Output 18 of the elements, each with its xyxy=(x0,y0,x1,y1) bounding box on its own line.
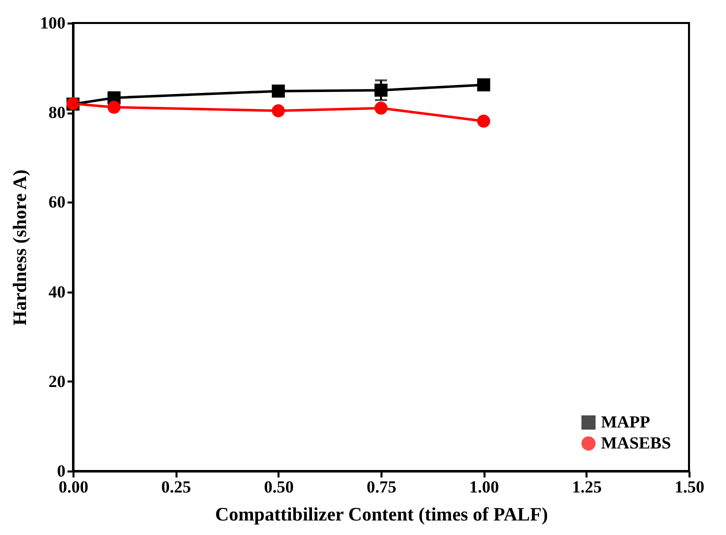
y-tick-label: 0 xyxy=(57,462,66,480)
y-axis-title: Hardness (shore A) xyxy=(10,170,31,326)
x-axis-title: Compattibilizer Content (times of PALF) xyxy=(215,504,548,526)
x-tick-label: 1.25 xyxy=(572,478,602,496)
x-tick-label: 1.00 xyxy=(469,478,500,496)
y-tick-label: 40 xyxy=(48,282,66,302)
point xyxy=(477,78,490,92)
x-tick-label: 0.50 xyxy=(264,478,294,496)
legend-label: MAPP xyxy=(601,412,650,432)
x-tick-label: 1.50 xyxy=(674,478,704,496)
y-tick-label: 60 xyxy=(48,192,66,212)
legend-label: MASEBS xyxy=(601,434,671,452)
x-tick-label: 0.00 xyxy=(58,478,88,496)
x-tick-label: 0.25 xyxy=(161,478,192,496)
y-tick-label: 80 xyxy=(48,103,66,122)
x-tick-label: 0.75 xyxy=(366,478,396,496)
y-tick-label: 20 xyxy=(48,372,66,391)
y-tick-label: 100 xyxy=(40,14,66,32)
